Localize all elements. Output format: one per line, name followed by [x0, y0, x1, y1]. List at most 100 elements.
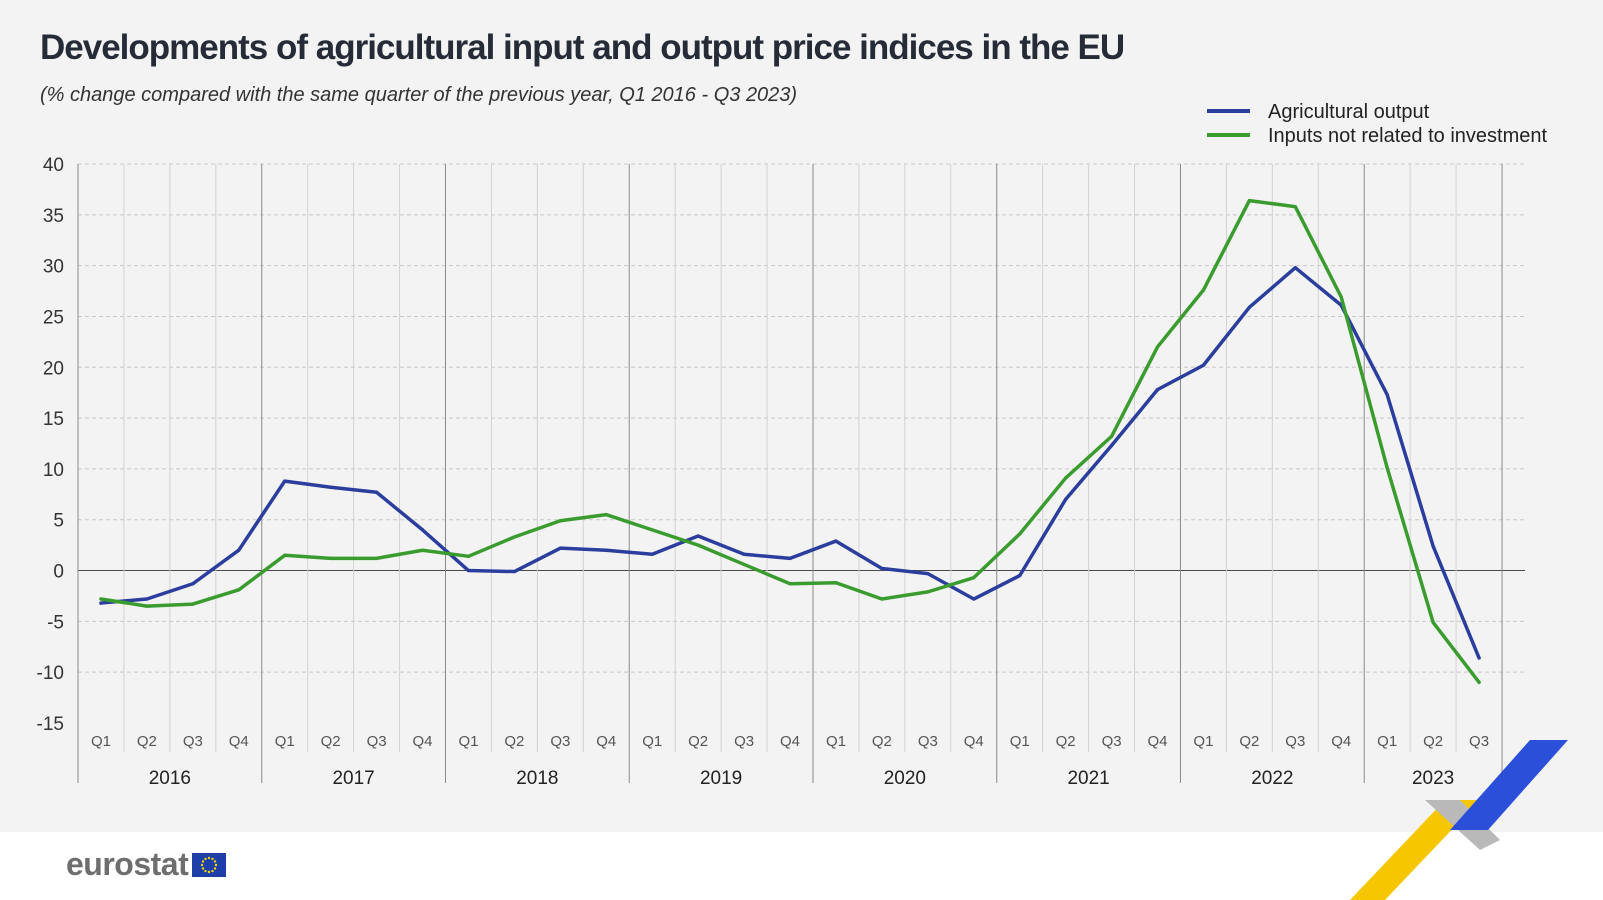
data-point: [1431, 620, 1435, 624]
data-point: [1109, 443, 1114, 448]
data-point: [283, 553, 287, 557]
y-tick-label: 15: [43, 409, 64, 430]
data-point: [99, 597, 103, 601]
x-tick-label: Q3: [550, 733, 570, 750]
legend-label: Inputs not related to investment: [1268, 125, 1547, 147]
data-point: [420, 528, 425, 532]
data-point: [145, 604, 149, 608]
data-point: [558, 546, 562, 550]
data-point: [972, 597, 976, 601]
data-point: [1431, 544, 1435, 548]
x-tick-label: Q3: [1285, 733, 1305, 750]
chart-subtitle: (% change compared with the same quarter…: [40, 84, 798, 106]
line-chart: 40 35 30 25 20 15 10 5 0 -5 -10 -15 Q1 Q2 Q3 Q4 Q1 Q2 Q3 Q4…: [37, 101, 1548, 789]
x-tick-label: Q2: [1056, 733, 1076, 750]
y-tick-label: 10: [43, 460, 64, 481]
data-point: [374, 490, 379, 494]
x-tick-label: Q2: [1423, 733, 1443, 750]
data-point: [237, 548, 241, 552]
x-tick-label: Q4: [229, 733, 249, 750]
data-point: [1477, 656, 1481, 660]
x-tick-label: Q4: [596, 733, 616, 750]
x-tick-label: Q2: [872, 733, 892, 750]
data-point: [880, 566, 884, 571]
data-point: [926, 590, 930, 594]
y-tick-label: 35: [43, 206, 64, 227]
data-point: [1477, 680, 1481, 684]
data-point: [237, 588, 241, 592]
x-tick-label: Q2: [137, 733, 157, 750]
year-label: 2019: [700, 768, 742, 789]
year-label: 2017: [332, 768, 374, 789]
data-point: [834, 539, 838, 543]
year-label: 2021: [1067, 768, 1109, 789]
x-tick-label: Q1: [1010, 733, 1030, 750]
x-tick-label: Q1: [826, 733, 846, 750]
x-tick-label: Q1: [1193, 733, 1213, 750]
data-point: [1247, 305, 1251, 309]
data-point: [926, 571, 930, 576]
data-point: [1018, 574, 1022, 578]
year-label: 2022: [1251, 768, 1293, 789]
legend-label: Agricultural output: [1268, 101, 1430, 123]
data-point: [1018, 532, 1022, 536]
y-tick-label: 40: [43, 155, 64, 176]
data-point: [558, 519, 562, 523]
data-point: [604, 548, 608, 552]
eu-flag-icon: [192, 852, 227, 877]
data-point: [650, 528, 654, 532]
x-tick-label: Q2: [321, 733, 341, 750]
data-point: [788, 582, 792, 586]
chart-panel: [0, 0, 1603, 832]
data-point: [1339, 295, 1343, 299]
year-label: 2018: [516, 768, 558, 789]
data-point: [696, 534, 700, 538]
data-point: [1201, 288, 1206, 292]
eurostat-logo: eurostat: [66, 846, 227, 883]
x-tick-label: Q4: [1331, 733, 1351, 750]
x-tick-label: Q3: [918, 733, 938, 750]
chart-title: Developments of agricultural input and o…: [40, 28, 1125, 67]
data-point: [374, 556, 379, 560]
data-point: [283, 479, 287, 483]
y-tick-label: -15: [37, 714, 64, 735]
y-tick-label: 0: [53, 562, 64, 583]
data-point: [512, 569, 516, 574]
data-point: [1064, 476, 1068, 480]
data-point: [1064, 497, 1068, 501]
data-point: [1109, 434, 1114, 438]
year-label: 2020: [884, 768, 926, 789]
data-point: [420, 548, 425, 552]
x-tick-label: Q1: [91, 733, 111, 750]
x-tick-label: Q2: [1239, 733, 1259, 750]
x-tick-label: Q3: [734, 733, 754, 750]
data-point: [1385, 466, 1389, 470]
x-tick-label: Q4: [1148, 733, 1168, 750]
data-point: [1293, 266, 1297, 270]
data-point: [329, 485, 333, 489]
eurostat-wordmark: eurostat: [66, 846, 189, 882]
x-tick-label: Q3: [367, 733, 387, 750]
data-point: [788, 556, 792, 560]
data-point: [466, 554, 471, 558]
data-point: [1155, 388, 1160, 392]
year-label: 2016: [149, 768, 191, 789]
x-tick-label: Q2: [504, 733, 524, 750]
data-point: [696, 543, 700, 547]
data-point: [466, 568, 471, 573]
data-point: [512, 535, 516, 539]
x-tick-label: Q4: [964, 733, 984, 750]
data-point: [191, 582, 195, 586]
data-point: [1201, 363, 1206, 367]
y-tick-label: -10: [37, 663, 64, 684]
y-tick-label: 30: [43, 257, 64, 278]
data-point: [742, 552, 746, 556]
data-point: [834, 581, 838, 585]
data-point: [329, 556, 333, 560]
data-point: [604, 513, 608, 517]
x-tick-label: Q4: [413, 733, 433, 750]
data-point: [1293, 205, 1297, 209]
data-point: [1155, 345, 1160, 349]
x-tick-label: Q1: [458, 733, 478, 750]
x-tick-label: Q3: [1469, 733, 1489, 750]
